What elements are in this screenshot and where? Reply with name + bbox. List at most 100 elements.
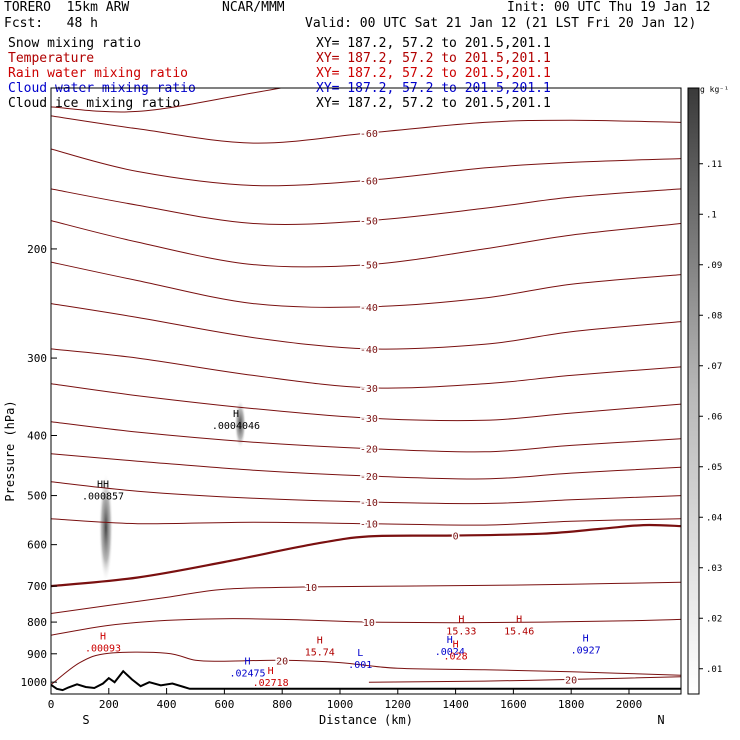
contour-label-8: -30 [360, 414, 378, 425]
contour-label-6: -40 [360, 345, 378, 356]
x-tick-label-6: 1200 [385, 698, 412, 711]
field-xy-rain: XY= 187.2, 57.2 to 201.5,201.1 [316, 66, 551, 81]
temperature-contour-13 [51, 523, 681, 588]
field-xy-temperature: XY= 187.2, 57.2 to 201.5,201.1 [316, 51, 551, 66]
y-tick-label-8: 1000 [21, 676, 48, 689]
contour-label-3: -50 [360, 217, 378, 228]
y-tick-label-7: 900 [27, 648, 47, 661]
temperature-contour-11 [51, 481, 681, 505]
temperature-contour-7 [51, 348, 681, 389]
y-tick-label-3: 500 [27, 490, 47, 503]
model-run-label: TORERO 15km ARW [4, 0, 130, 15]
field-name-snow: Snow mixing ratio [8, 36, 142, 51]
extremum-type-2: H [233, 409, 239, 420]
colorbar: .01 .02 .03 .04 .05 .06 .07 .08 .09 .1 .11 g kg⁻¹ [687, 85, 729, 695]
x-tick-label-9: 1800 [558, 698, 585, 711]
extremum-type-8: L [357, 648, 363, 659]
y-tick-label-1: 300 [27, 352, 47, 365]
temperature-contour-2 [51, 148, 681, 187]
contour-label-13: 0 [453, 532, 459, 543]
colorbar-tick-label-3: .04 [706, 513, 722, 523]
temperature-contours: -70 -60 -60 -50 -50 -40 -40 -30 -30 -20 -20 -10 -10 0… [51, 69, 681, 688]
terrain-layer [51, 669, 681, 692]
contour-label-12: -10 [360, 520, 378, 531]
contour-label-1: -60 [360, 129, 378, 140]
y-tick-label-6: 800 [27, 616, 47, 629]
terrain-surface-line [51, 669, 681, 692]
extremum-type-11: H [583, 633, 589, 644]
colorbar-tick-label-5: .06 [706, 412, 722, 422]
temperature-contour-5 [51, 261, 681, 308]
field-name-rain: Rain water mixing ratio [8, 66, 189, 81]
colorbar-tick-label-6: .07 [706, 362, 722, 372]
extremum-type-10: H [453, 639, 459, 650]
snow-max-0 [98, 473, 114, 583]
snow-shading-layer [98, 399, 247, 583]
extremum-value-9: .0024 [435, 647, 465, 658]
forecast-hour-label: Fcst: 48 h [4, 16, 98, 31]
init-time-label: Init: 00 UTC Thu 19 Jan 12 [507, 0, 711, 15]
x-tick-label-4: 800 [272, 698, 292, 711]
colorbar-tick-label-1: .02 [706, 614, 722, 624]
contour-label-0: -70 [360, 69, 378, 80]
extremum-type-3: H [317, 636, 323, 647]
axes: 0 200 400 600 800 1000 1200 1400 1600 1800 2000200… [3, 243, 665, 727]
x-tick-label-7: 1400 [442, 698, 469, 711]
x-tick-label-5: 1000 [327, 698, 354, 711]
contour-label-4: -50 [360, 261, 378, 272]
contour-label-5: -40 [360, 303, 378, 314]
extremum-value-6: .02475 [229, 669, 265, 680]
y-tick-label-5: 700 [27, 580, 47, 593]
temperature-contour-3 [51, 188, 681, 226]
contour-label-14: 10 [305, 583, 317, 594]
extremum-type-4: H [458, 614, 464, 625]
temperature-contour-9 [51, 421, 681, 453]
extremum-value-5: 15.46 [504, 626, 534, 637]
x-tick-label-0: 0 [48, 698, 55, 711]
colorbar-tick-label-10: .11 [706, 160, 722, 170]
colorbar-tick-label-4: .05 [706, 463, 722, 473]
colorbar-tick-label-0: .01 [706, 665, 722, 675]
extremum-type-0: H [100, 632, 106, 643]
extremum-value-1: .000857 [82, 492, 124, 503]
temperature-contour-6 [51, 303, 681, 350]
organization-label: NCAR/MMM [222, 0, 285, 15]
extremum-value-10: .028 [444, 651, 468, 662]
extremum-type-6: H [244, 657, 250, 668]
extremum-type-9: H [447, 635, 453, 646]
contour-label-10: -20 [360, 472, 378, 483]
colorbar-ramp [687, 87, 700, 695]
extremum-value-4: 15.33 [446, 626, 476, 637]
extremum-value-11: .0927 [571, 645, 601, 656]
field-xy-cloud-ice: XY= 187.2, 57.2 to 201.5,201.1 [316, 96, 551, 111]
y-tick-label-4: 600 [27, 539, 47, 552]
extremum-value-2: .0004046 [212, 421, 260, 432]
colorbar-tick-label-9: .1 [706, 210, 717, 220]
plot-frame [50, 87, 682, 695]
x-tick-label-2: 400 [157, 698, 177, 711]
colorbar-tick-label-8: .09 [706, 261, 722, 271]
colorbar-tick-label-7: .08 [706, 311, 722, 321]
field-name-temperature: Temperature [8, 51, 95, 66]
extremum-type-7: H [268, 666, 274, 677]
temperature-contour-0 [51, 88, 284, 113]
snow-max-1 [234, 399, 247, 449]
colorbar-unit-label: g kg⁻¹ [700, 85, 729, 94]
temperature-contour-10 [51, 453, 681, 480]
temperature-contour-15 [51, 618, 681, 636]
contour-label-17: 20 [565, 675, 577, 686]
contour-label-9: -20 [360, 445, 378, 456]
x-tick-label-8: 1600 [500, 698, 527, 711]
valid-time-label: Valid: 00 UTC Sat 21 Jan 12 (21 LST Fri … [305, 16, 697, 31]
y-axis-title: Pressure (hPa) [3, 400, 17, 501]
x-tick-label-10: 2000 [616, 698, 643, 711]
north-direction-label: N [657, 713, 664, 727]
extremum-type-1: HH [97, 480, 109, 491]
south-direction-label: S [82, 713, 89, 727]
extremum-type-5: H [516, 614, 522, 625]
colorbar-tick-label-2: .03 [706, 564, 722, 574]
field-name-cloud-ice: Cloud ice mixing ratio [8, 96, 181, 111]
x-tick-label-1: 200 [99, 698, 119, 711]
field-xy-snow: XY= 187.2, 57.2 to 201.5,201.1 [316, 36, 551, 51]
